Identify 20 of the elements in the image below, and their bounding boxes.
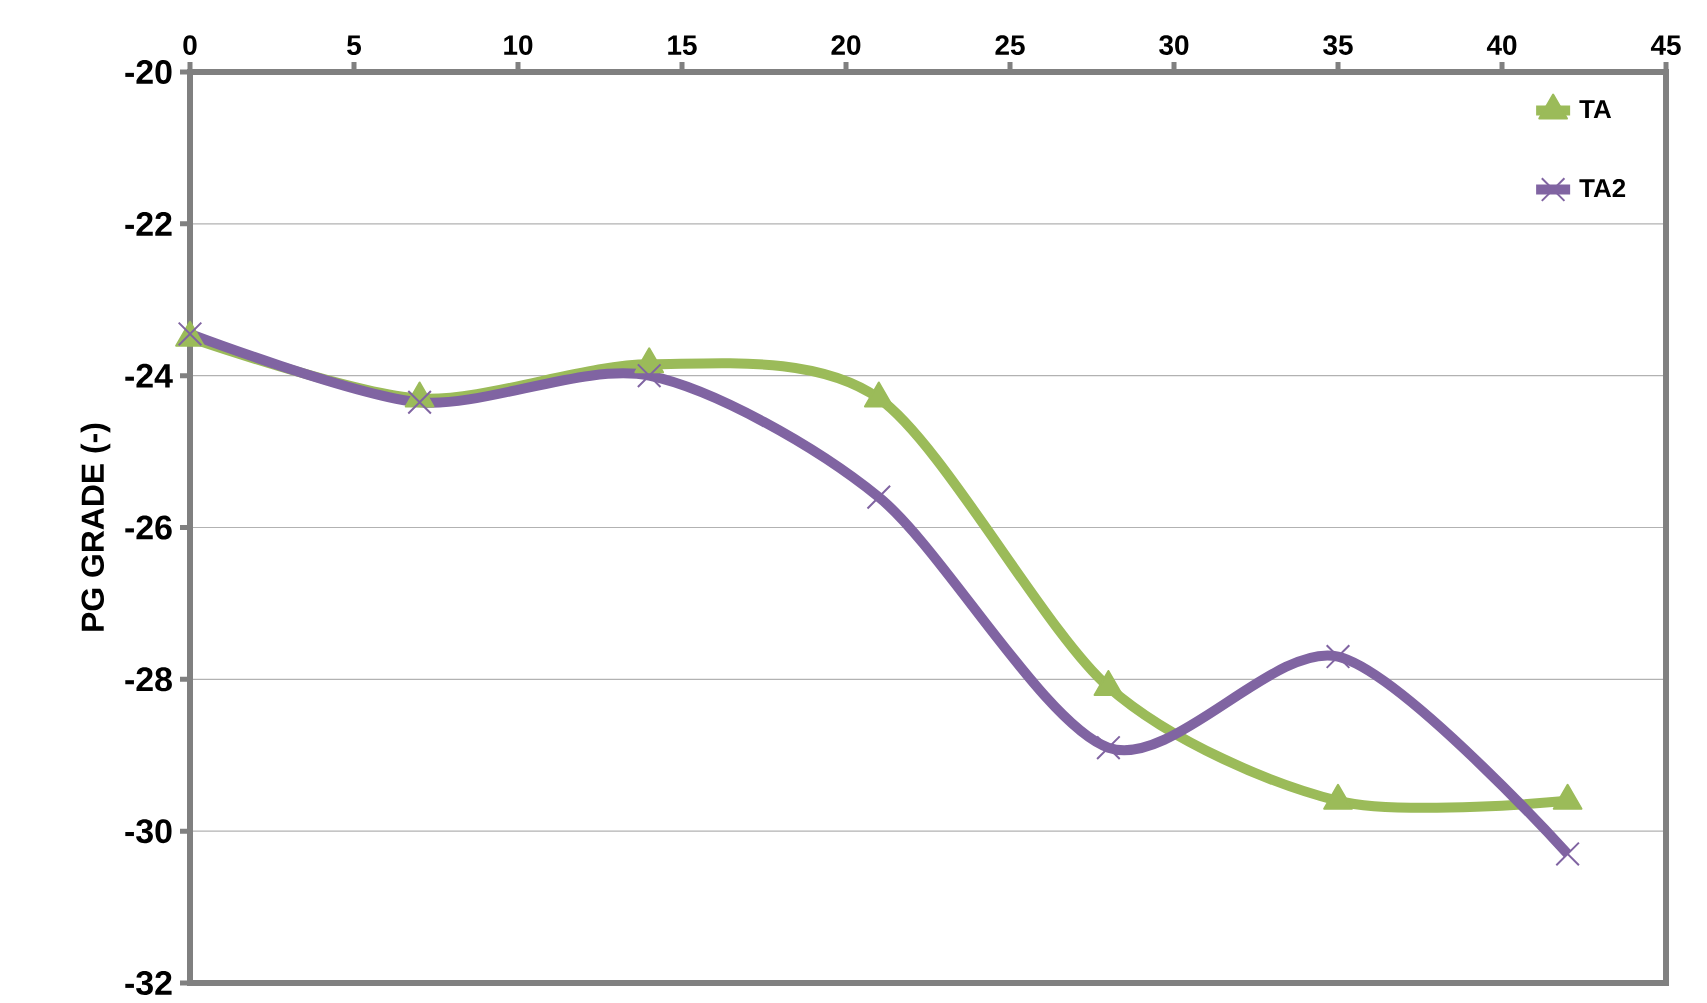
x-tick-label: 25	[995, 35, 1025, 55]
x-tick-label: 5	[347, 35, 361, 55]
x-tick-label: 20	[831, 35, 861, 55]
legend-label: TA	[1579, 100, 1612, 119]
y-tick-label: -20	[125, 60, 172, 85]
x-tick-label: 40	[1486, 35, 1517, 55]
y-tick-label: -26	[125, 515, 172, 540]
x-tick-label: 30	[1159, 35, 1189, 55]
y-tick-label: -32	[125, 970, 172, 996]
x-tick-label: 35	[1323, 35, 1353, 55]
y-axis-title: PG GRADE (-)	[80, 423, 111, 631]
x-tick-label: 45	[1650, 35, 1681, 55]
y-tick-label: -24	[125, 363, 173, 388]
y-tick-label: -28	[125, 667, 172, 692]
x-tick-label: 15	[668, 35, 697, 55]
x-tick-label: 10	[504, 35, 533, 55]
legend-label: TA2	[1579, 178, 1626, 198]
y-tick-label: -22	[125, 212, 172, 236]
x-tick-label: 0	[183, 35, 197, 55]
y-tick-label: -30	[125, 819, 172, 844]
